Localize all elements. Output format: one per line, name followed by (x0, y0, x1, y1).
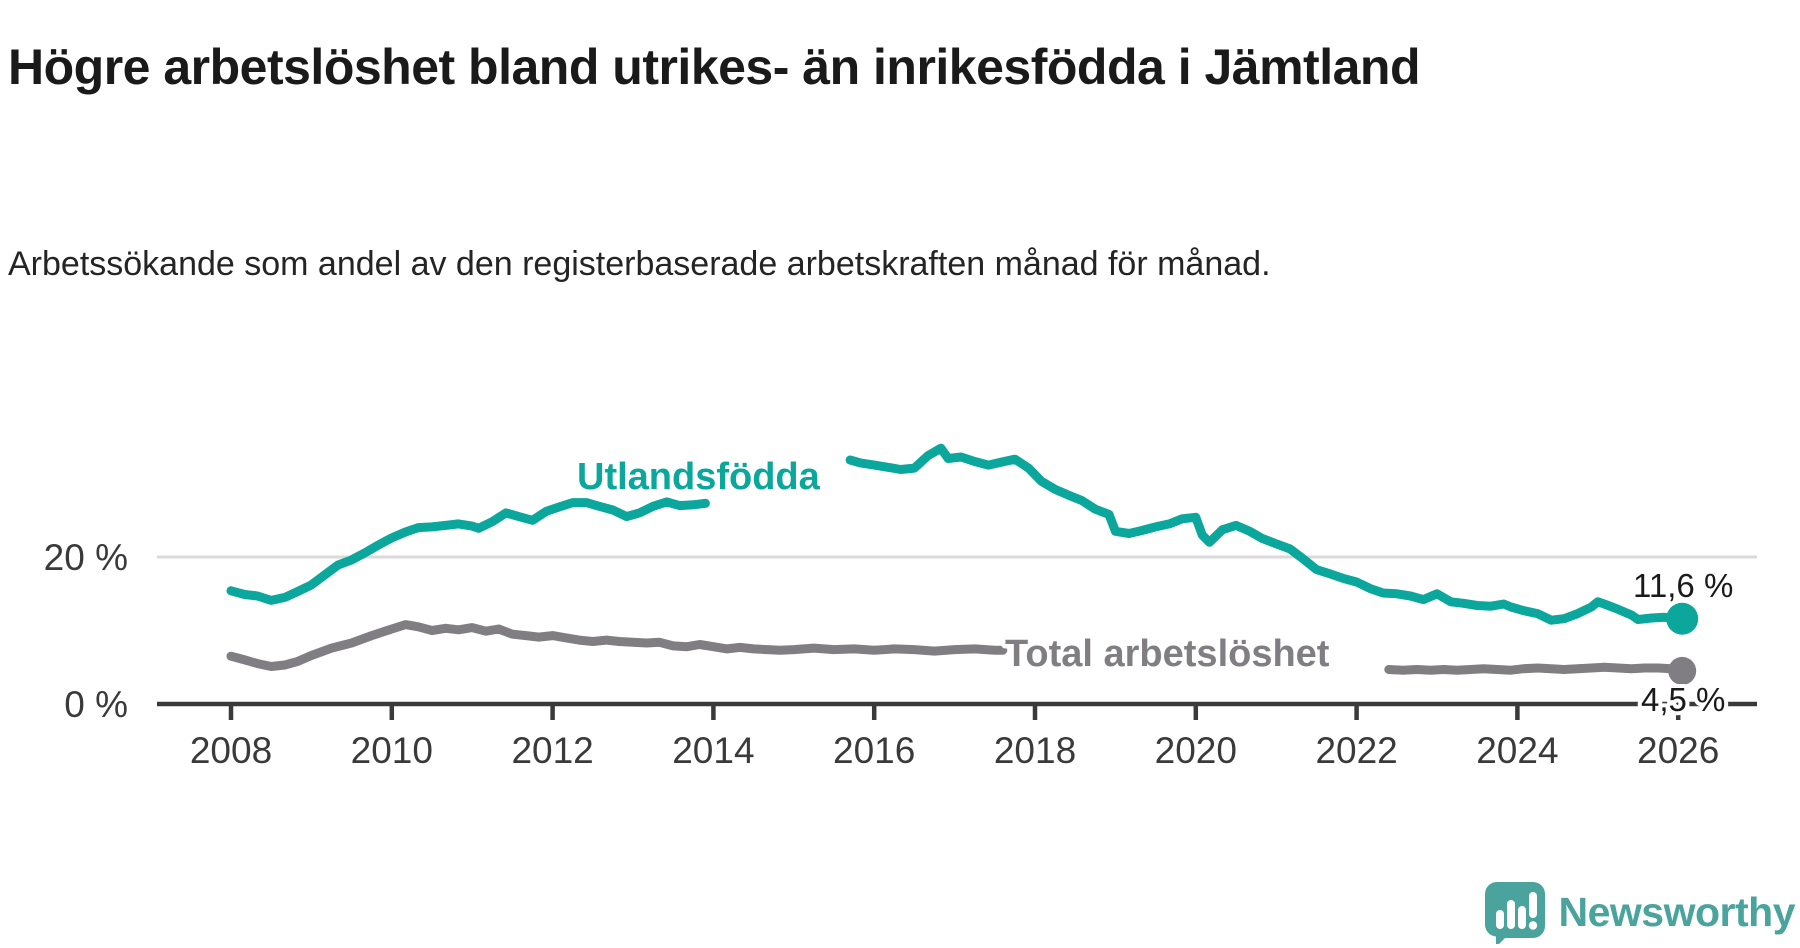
series-label-utlandsfodda: Utlandsfödda (577, 456, 821, 498)
end-dot-total (1668, 656, 1697, 685)
y-tick-label-20: 20 % (44, 537, 128, 578)
chart-title: Högre arbetslöshet bland utrikes- än inr… (8, 38, 1421, 95)
x-tick-label-2010: 2010 (351, 730, 433, 771)
x-tick-label-2020: 2020 (1155, 730, 1237, 771)
logo-bar-2 (1506, 900, 1515, 929)
line-total-seg1 (1384, 662, 1683, 676)
x-tick-label-2018: 2018 (994, 730, 1076, 771)
series-label-total: Total arbetslöshet (1005, 633, 1330, 675)
line-utlandsfodda-seg0 (226, 497, 710, 605)
logo-exclamation-dot (1528, 921, 1537, 930)
logo-exclamation-bar (1528, 892, 1537, 918)
x-tick-label-2026: 2026 (1637, 730, 1719, 771)
line-total-seg0 (226, 620, 1008, 671)
newsworthy-logo: Newsworthy (1483, 880, 1796, 944)
end-value-label-utlandsfodda: 11,6 % (1633, 567, 1733, 604)
logo-bar-3 (1517, 906, 1526, 929)
x-tick-label-2012: 2012 (511, 730, 593, 771)
line-utlandsfodda-seg1 (845, 443, 1683, 625)
chart-subtitle: Arbetssökande som andel av den registerb… (8, 245, 1271, 283)
y-tick-label-0: 0 % (64, 684, 128, 725)
x-tick-label-2024: 2024 (1476, 730, 1558, 771)
newsworthy-logo-icon (1484, 882, 1545, 944)
x-tick-label-2016: 2016 (833, 730, 915, 771)
logo-bar-1 (1495, 910, 1504, 929)
end-dot-utlandsfodda (1666, 602, 1699, 635)
x-tick-label-2014: 2014 (672, 730, 754, 771)
x-tick-label-2022: 2022 (1315, 730, 1397, 771)
x-tick-label-2008: 2008 (190, 730, 272, 771)
end-value-label-total: 4,5 % (1641, 681, 1725, 718)
newsworthy-logo-text: Newsworthy (1558, 888, 1796, 935)
